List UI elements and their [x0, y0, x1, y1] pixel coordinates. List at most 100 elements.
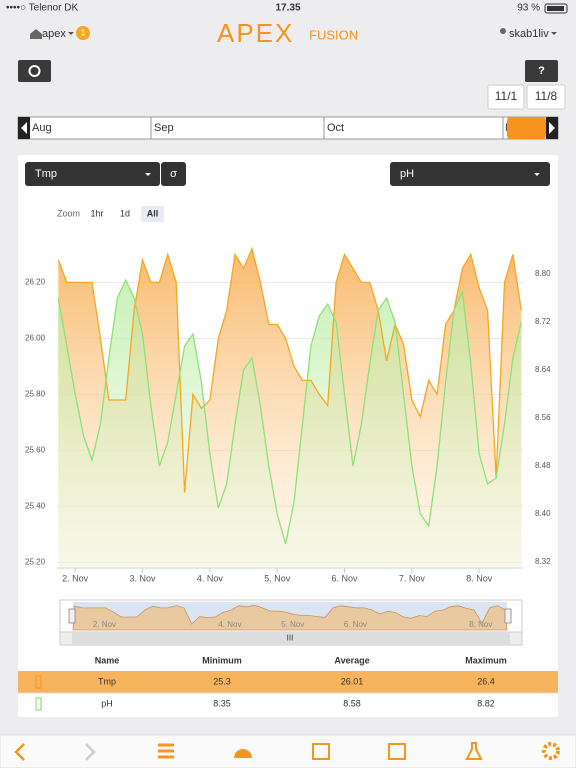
column-header: Minimum — [202, 655, 242, 665]
y-tick-label: 26.00 — [25, 334, 46, 343]
dashboard-tab[interactable] — [234, 749, 252, 758]
caret — [68, 32, 74, 35]
y2-tick-label: 8.56 — [535, 413, 551, 422]
scrollbar-grip: III — [287, 634, 294, 643]
table-cell: 8.82 — [477, 698, 495, 708]
back-button[interactable] — [14, 743, 25, 761]
arrow — [549, 122, 555, 134]
help-label[interactable]: ? — [538, 65, 545, 77]
x-tick-label: 8. Nov — [466, 573, 493, 583]
right-select-label[interactable]: pH — [400, 168, 414, 180]
help-button[interactable] — [525, 60, 558, 82]
zoom-button-active[interactable] — [141, 206, 164, 222]
navigator-label: 4. Nov — [218, 620, 241, 629]
month: Sep — [154, 122, 174, 134]
plot: 25.20 25.40 25.60 25.80 26.00 26.20 8.32 8.40 8.… — [25, 246, 551, 583]
column-header: Maximum — [465, 655, 507, 665]
table-cell: 8.35 — [213, 698, 231, 708]
y-tick-label: 25.40 — [25, 502, 46, 511]
y-tick-label: 26.20 — [25, 278, 46, 287]
battery-level: 93 % — [517, 3, 540, 14]
navigator-chart: 2. Nov 4. Nov 5. Nov 6. Nov 8. Nov — [72, 604, 508, 631]
timeline-selection[interactable] — [507, 117, 546, 139]
zoom-button[interactable] — [114, 206, 136, 222]
carrier: ••••○ Telenor DK — [6, 3, 78, 14]
y2-tick-label: 8.72 — [535, 317, 551, 326]
tmp-icon — [35, 675, 42, 689]
dashboard-icon — [28, 65, 41, 77]
series-area — [58, 280, 522, 568]
zoom-option[interactable]: 1hr — [90, 208, 103, 218]
column-header: Average — [334, 655, 369, 665]
lab-tab[interactable] — [465, 742, 483, 760]
arrow — [21, 122, 27, 134]
range-start-button[interactable] — [487, 84, 525, 110]
y2-tick-label: 8.64 — [535, 365, 551, 374]
x-tick-label: 4. Nov — [197, 573, 224, 583]
table-cell: 8.58 — [343, 698, 361, 708]
navigator-label: 2. Nov — [93, 620, 116, 629]
caret — [145, 173, 151, 176]
y2-tick-label: 8.40 — [535, 509, 551, 518]
y-tick-label: 25.60 — [25, 446, 46, 455]
list-button[interactable] — [158, 743, 174, 759]
y-tick-label: 25.20 — [25, 558, 46, 567]
range-end[interactable]: 11/8 — [535, 89, 558, 103]
sigma-button[interactable] — [161, 162, 186, 186]
navigator-area — [72, 604, 508, 631]
table: Name Minimum Average Maximum Tmp 25.3 26.01 26.… — [95, 655, 507, 708]
timeline[interactable] — [17, 116, 559, 140]
table-cell: Tmp — [98, 676, 116, 686]
caret — [551, 32, 557, 35]
calendar-tab[interactable] — [312, 743, 330, 760]
zoom-label: Zoom — [57, 208, 80, 218]
y2-tick-label: 8.80 — [535, 269, 551, 278]
battery-fill — [547, 6, 564, 11]
user-name[interactable]: skab1liv — [509, 28, 549, 40]
left-select[interactable] — [25, 162, 160, 186]
logo-sub: FUSION — [309, 27, 358, 42]
x-tick-label: 5. Nov — [264, 573, 291, 583]
scrollbar-thumb[interactable] — [72, 633, 510, 644]
site-name[interactable]: apex — [42, 28, 66, 40]
range-end-button[interactable] — [526, 84, 566, 110]
zoom-option[interactable]: All — [147, 208, 159, 218]
zoom-option[interactable]: 1d — [120, 208, 130, 218]
y2-tick-label: 8.32 — [535, 557, 551, 566]
toolbar — [0, 734, 576, 768]
settings-tab[interactable] — [542, 742, 560, 760]
caret — [534, 173, 540, 176]
x-tick-label: 6. Nov — [332, 573, 359, 583]
month: Aug — [32, 122, 52, 134]
badge — [76, 26, 90, 40]
y-tick-label: 25.80 — [25, 390, 46, 399]
navigator-label: 5. Nov — [281, 620, 304, 629]
column-header: Name — [95, 655, 120, 665]
month: Oct — [327, 122, 344, 134]
table-cell: 25.3 — [213, 676, 231, 686]
sigma-label[interactable]: σ — [170, 168, 177, 180]
navigator-handle[interactable] — [504, 608, 512, 624]
user-icon[interactable] — [500, 28, 506, 34]
table-cell: pH — [101, 698, 113, 708]
y2-tick-label: 8.48 — [535, 461, 551, 470]
logo-main: APEX — [217, 18, 294, 48]
left-select-label[interactable]: Tmp — [35, 168, 57, 180]
forward-button[interactable] — [85, 743, 96, 761]
home-icon[interactable] — [30, 29, 42, 39]
table-cell: 26.01 — [341, 676, 364, 686]
clock: 17.35 — [275, 3, 300, 14]
zoom-button[interactable] — [86, 206, 108, 222]
navigator-handle[interactable] — [68, 608, 76, 624]
right-select[interactable] — [390, 162, 550, 186]
dashboard-button[interactable] — [18, 60, 51, 82]
log-tab[interactable] — [388, 743, 406, 760]
battery-icon — [544, 3, 568, 14]
x-tick-label: 7. Nov — [399, 573, 426, 583]
ph-icon — [35, 697, 42, 711]
range-start[interactable]: 11/1 — [495, 89, 518, 103]
navigator-label: 6. Nov — [344, 620, 367, 629]
navigator-label: 8. Nov — [469, 620, 492, 629]
